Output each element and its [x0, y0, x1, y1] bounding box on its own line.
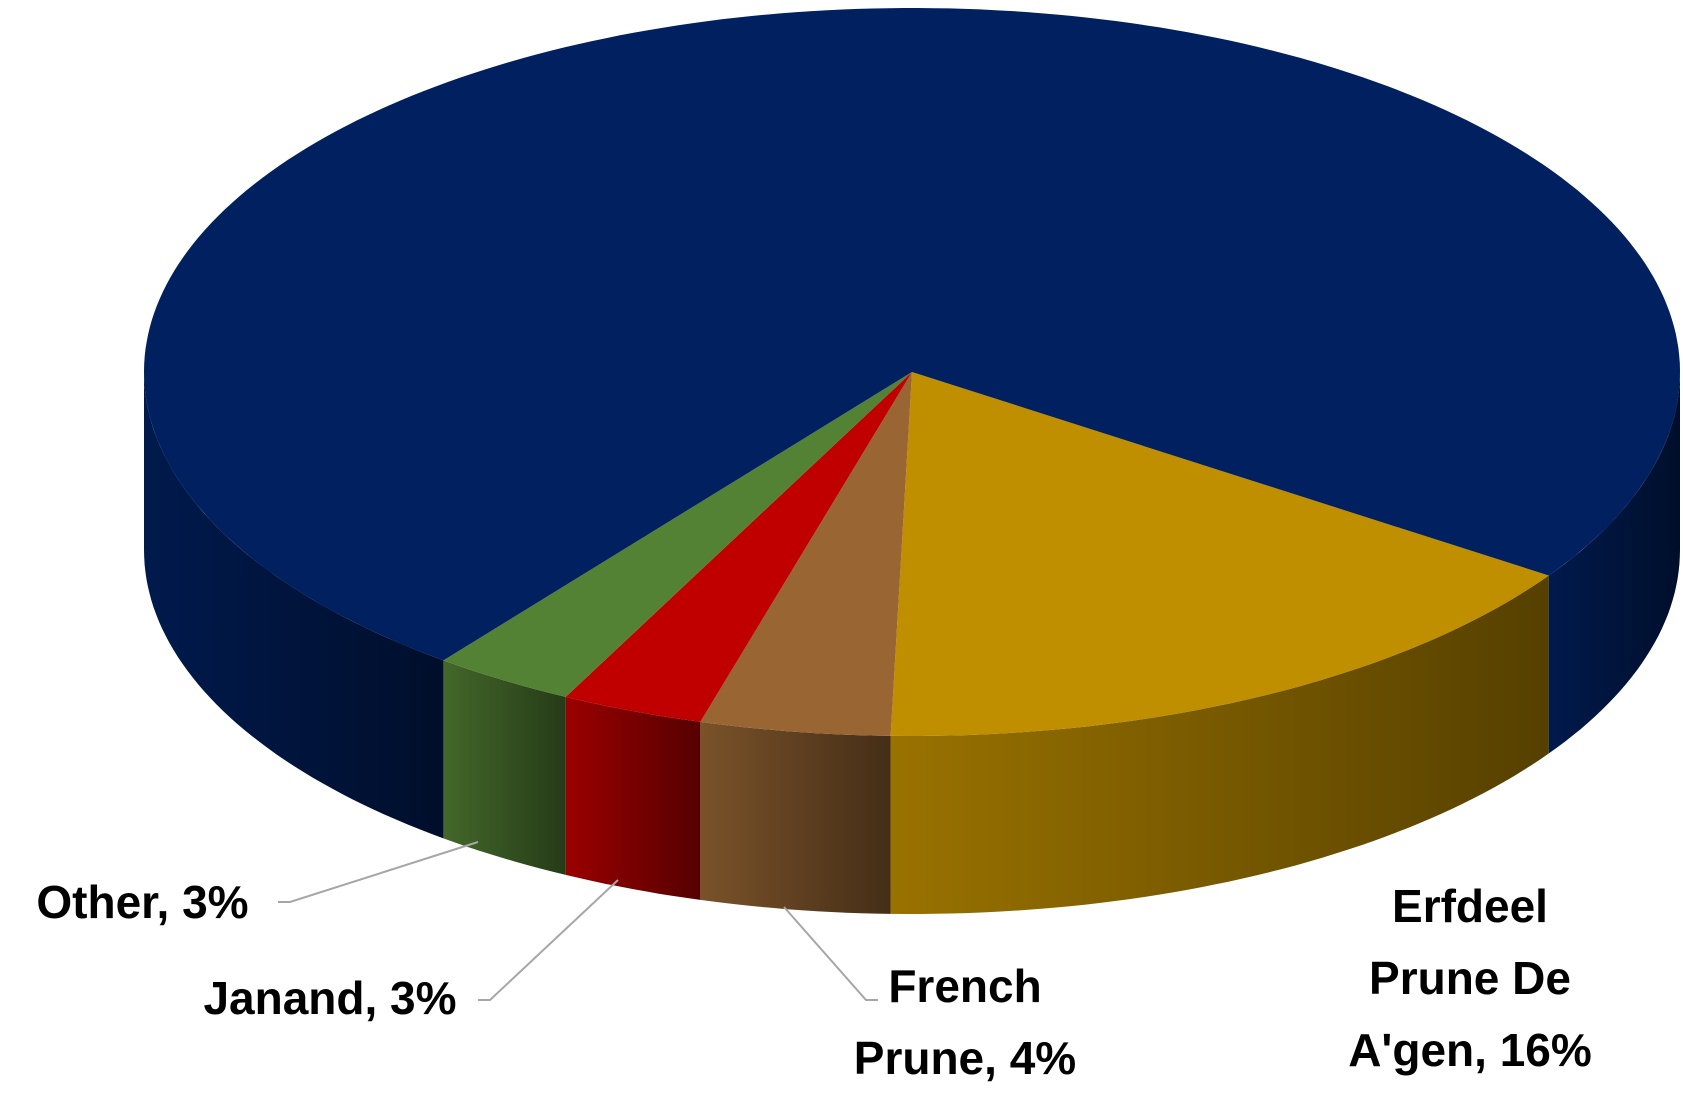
leader-lines: [278, 841, 878, 1001]
slice-side: [144, 372, 444, 839]
slice: [890, 372, 1549, 736]
slice-side: [1548, 372, 1680, 754]
data-label: Erfdeel Prune De A'gen, 16%: [1348, 880, 1592, 1076]
leader-line: [783, 906, 878, 1001]
slice: [700, 372, 912, 736]
leader-line: [478, 879, 619, 1001]
slice-side: [890, 575, 1549, 914]
slice-side: [565, 696, 701, 900]
slice-side: [443, 660, 566, 875]
data-label: Janand, 3%: [203, 972, 457, 1024]
data-label: Other, 3%: [36, 876, 249, 928]
slice: [565, 372, 912, 722]
slice: [144, 8, 1680, 661]
data-label: French Prune, 4%: [853, 960, 1077, 1084]
pie-tops: [144, 8, 1680, 736]
leader-line: [278, 841, 479, 903]
slice-side: [700, 721, 891, 914]
slice: [443, 372, 912, 697]
pie-sides: [144, 372, 1680, 914]
